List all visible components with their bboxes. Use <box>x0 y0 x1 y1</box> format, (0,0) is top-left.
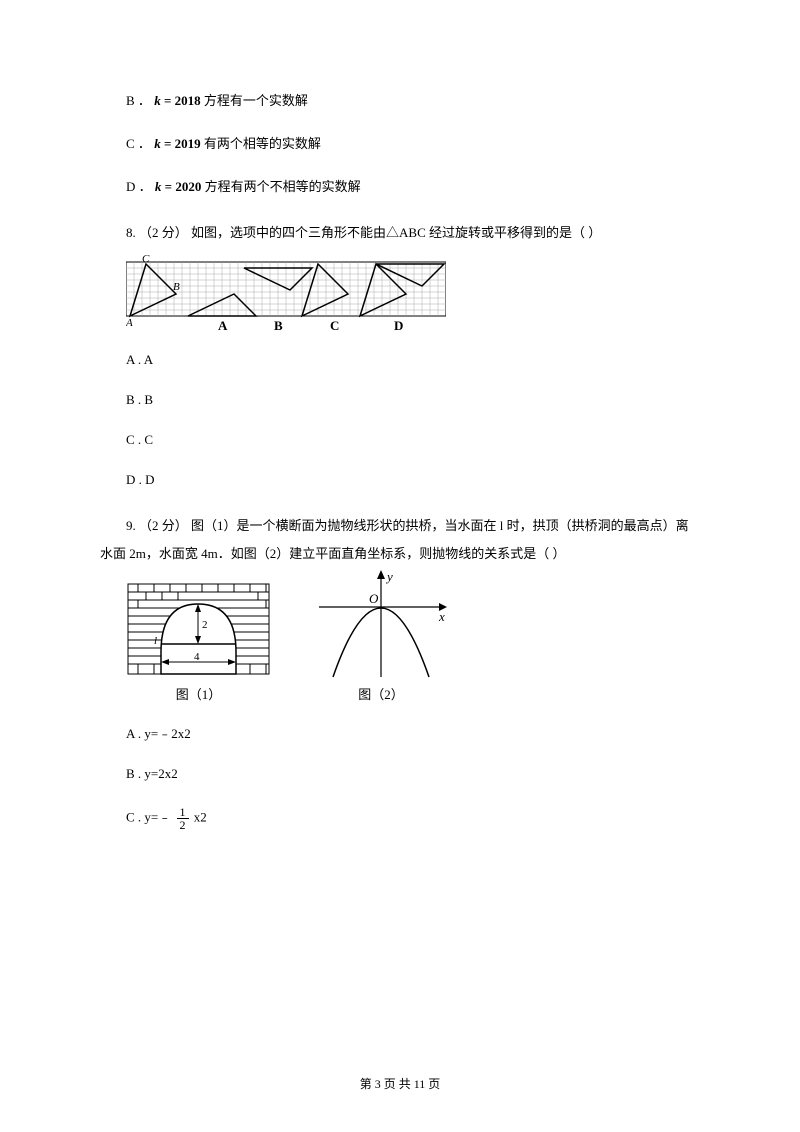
frac-den: 2 <box>177 819 189 831</box>
fig-label: B <box>274 318 283 332</box>
opt-eq: = 2020 <box>165 179 202 194</box>
opt-sup: 2 <box>184 726 191 741</box>
opt-text: 有两个相等的实数解 <box>204 136 321 151</box>
q8-body: 如图，选项中的四个三角形不能由△ABC 经过旋转或平移得到的是（ ） <box>191 225 601 240</box>
q9-figures: l 2 4 图（1） y x <box>126 567 700 703</box>
prev-option-B: B ． k = 2018 方程有一个实数解 <box>100 90 700 109</box>
opt-text: 方程有两个不相等的实数解 <box>205 179 361 194</box>
opt-text: A . y=﹣2x <box>126 726 184 741</box>
q8-option-C: C . C <box>100 432 700 448</box>
fig-label: 4 <box>194 651 200 663</box>
prev-option-D: D ． k = 2020 方程有两个不相等的实数解 <box>100 176 700 195</box>
opt-text: B . y=2x <box>126 766 171 781</box>
q9-pts: （2 分） <box>139 518 188 533</box>
q9-body: 图（1）是一个横断面为抛物线形状的拱桥，当水面在 l 时，拱顶（拱桥洞的最高点）… <box>100 518 689 560</box>
opt-text: C . y=﹣ <box>126 809 171 824</box>
fig-label: l <box>154 635 157 647</box>
q9-option-C: C . y=﹣ 12 x2 <box>100 806 700 831</box>
opt-label: D <box>126 179 135 194</box>
fig-label: x <box>438 609 445 624</box>
page-footer: 第 3 页 共 11 页 <box>0 1075 800 1092</box>
fig-label: y <box>385 569 393 584</box>
frac-num: 1 <box>177 806 189 819</box>
q9-fig1-caption: 图（1） <box>126 684 271 703</box>
q8-option-B: B . B <box>100 392 700 408</box>
prev-option-C: C ． k = 2019 有两个相等的实数解 <box>100 133 700 152</box>
q9-figure2: y x O <box>311 567 451 682</box>
fig-label: C <box>142 254 150 265</box>
fig-label: 2 <box>202 619 208 631</box>
opt-k: k <box>154 93 161 108</box>
opt-label: C <box>126 136 135 151</box>
q9-option-A: A . y=﹣2x2 <box>100 723 700 742</box>
q9-num: 9. <box>126 518 136 533</box>
fig-label: A <box>218 318 228 332</box>
opt-eq: = 2018 <box>164 93 201 108</box>
opt-k: k <box>155 179 162 194</box>
opt-text: 方程有一个实数解 <box>204 93 308 108</box>
q8-num: 8. <box>126 225 136 240</box>
opt-sup: 2 <box>171 766 178 781</box>
opt-sup: 2 <box>200 809 207 824</box>
opt-eq: = 2019 <box>164 136 201 151</box>
q9-figure1: l 2 4 <box>126 582 271 682</box>
fig-label: O <box>369 591 379 606</box>
q9-option-B: B . y=2x2 <box>100 766 700 782</box>
fig-label: B <box>173 281 180 293</box>
opt-k: k <box>154 136 161 151</box>
q8-option-A: A . A <box>100 352 700 368</box>
q9-text: 9. （2 分） 图（1）是一个横断面为抛物线形状的拱桥，当水面在 l 时，拱顶… <box>100 512 700 567</box>
q8-option-D: D . D <box>100 472 700 488</box>
q8-text: 8. （2 分） 如图，选项中的四个三角形不能由△ABC 经过旋转或平移得到的是… <box>100 219 700 246</box>
fig-label: A <box>126 317 133 329</box>
q8-figure: A B C A B C D <box>126 254 700 332</box>
fig-label: C <box>330 318 339 332</box>
fig-label: D <box>394 318 403 332</box>
opt-label: B <box>126 93 135 108</box>
q8-pts: （2 分） <box>139 225 188 240</box>
q9-fig2-caption: 图（2） <box>311 684 451 703</box>
